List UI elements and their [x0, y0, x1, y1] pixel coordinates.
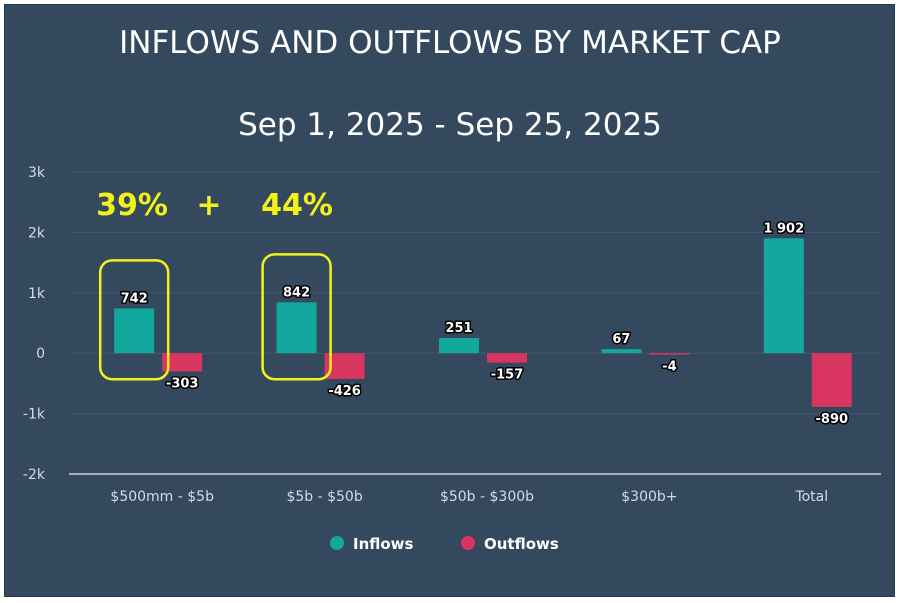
y-tick-label: 2k: [28, 225, 46, 241]
bar-inflows-0[interactable]: [114, 308, 155, 354]
data-label-outflows-0: -303: [166, 377, 199, 392]
highlight-box-1: [261, 253, 332, 381]
bar-inflows-3[interactable]: [601, 349, 642, 354]
bar-inflows-2[interactable]: [439, 338, 479, 354]
legend-label-outflows: Outflows: [484, 535, 559, 553]
bar-inflows-1[interactable]: [276, 302, 317, 354]
y-tick-label: 1k: [28, 286, 46, 302]
bar-outflows-0[interactable]: [162, 353, 203, 372]
annotation-plus: +: [196, 188, 221, 223]
bar-inflows-4[interactable]: [763, 238, 804, 354]
chart-panel: INFLOWS AND OUTFLOWS BY MARKET CAP Sep 1…: [4, 4, 895, 597]
x-tick-label: $500mm - $5b: [110, 489, 214, 505]
data-label-inflows-4: 1 902: [763, 221, 804, 236]
chart-svg: INFLOWS AND OUTFLOWS BY MARKET CAP Sep 1…: [23, 25, 881, 553]
annotation-pct-left: 39%: [96, 188, 168, 223]
bar-outflows-4[interactable]: [811, 353, 852, 407]
legend-item-inflows[interactable]: Inflows: [330, 535, 414, 553]
legend-swatch-outflows: [461, 536, 475, 550]
bar-outflows-2[interactable]: [487, 353, 527, 363]
data-label-outflows-2: -157: [491, 368, 524, 383]
legend-label-inflows: Inflows: [353, 535, 414, 553]
data-label-inflows-3: 67: [612, 332, 630, 347]
data-label-inflows-0: 742: [121, 291, 148, 306]
data-label-outflows-4: -890: [816, 412, 849, 427]
highlight-box-0: [98, 259, 170, 381]
x-tick-label: $50b - $300b: [440, 489, 534, 505]
y-tick-label: -2k: [23, 467, 46, 483]
y-tick-label: 0: [36, 346, 45, 362]
chart-subtitle: Sep 1, 2025 - Sep 25, 2025: [238, 107, 662, 143]
chart-title: INFLOWS AND OUTFLOWS BY MARKET CAP: [119, 25, 781, 61]
legend-swatch-inflows: [330, 536, 344, 550]
x-tick-label: $300b+: [621, 489, 677, 505]
y-tick-label: 3k: [28, 165, 46, 181]
data-label-outflows-3: -4: [662, 360, 676, 375]
data-label-outflows-1: -426: [328, 384, 361, 399]
data-label-inflows-2: 251: [445, 321, 472, 336]
x-tick-label: $5b - $50b: [286, 489, 362, 505]
data-label-inflows-1: 842: [283, 285, 310, 300]
legend: Inflows Outflows: [330, 535, 559, 553]
x-tick-label: Total: [794, 489, 828, 505]
annotation-pct-right: 44%: [261, 188, 333, 223]
legend-item-outflows[interactable]: Outflows: [461, 535, 559, 553]
y-tick-label: -1k: [23, 407, 46, 423]
bar-outflows-3[interactable]: [649, 353, 690, 355]
